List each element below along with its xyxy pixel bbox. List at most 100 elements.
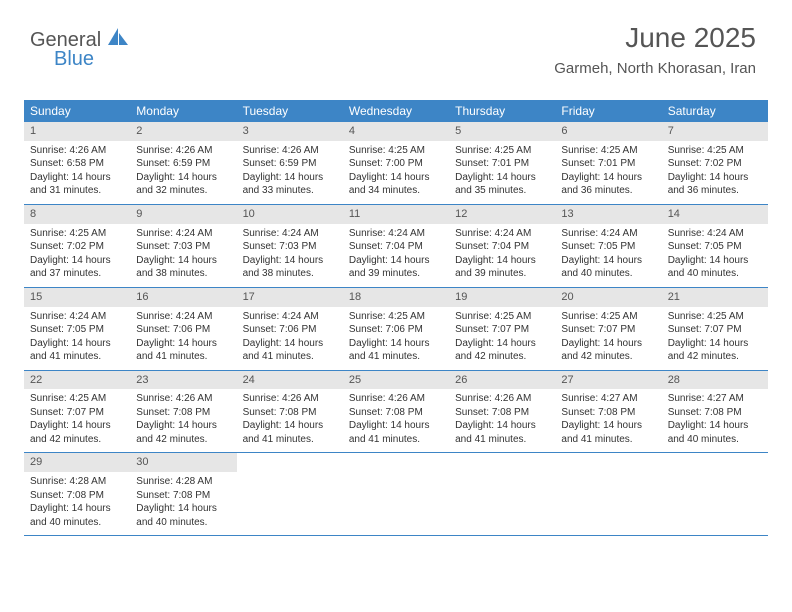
day-number: 3 bbox=[237, 122, 343, 141]
calendar-header-row: Sunday Monday Tuesday Wednesday Thursday… bbox=[24, 100, 768, 122]
day-cell: 21 Sunrise: 4:25 AMSunset: 7:07 PMDayligh… bbox=[662, 288, 768, 370]
logo-sail-icon bbox=[108, 28, 130, 51]
day-header-sunday: Sunday bbox=[24, 100, 130, 122]
day-cell: 14 Sunrise: 4:24 AMSunset: 7:05 PMDayligh… bbox=[662, 205, 768, 287]
day-cell: 4 Sunrise: 4:25 AMSunset: 7:00 PMDaylight… bbox=[343, 122, 449, 204]
day-number: 4 bbox=[343, 122, 449, 141]
day-number: 14 bbox=[662, 205, 768, 224]
day-details: Sunrise: 4:26 AMSunset: 7:08 PMDaylight:… bbox=[237, 392, 343, 446]
day-number: 2 bbox=[130, 122, 236, 141]
day-details: Sunrise: 4:24 AMSunset: 7:05 PMDaylight:… bbox=[662, 227, 768, 281]
day-cell: 3 Sunrise: 4:26 AMSunset: 6:59 PMDaylight… bbox=[237, 122, 343, 204]
day-cell: 6 Sunrise: 4:25 AMSunset: 7:01 PMDaylight… bbox=[555, 122, 661, 204]
day-number: 13 bbox=[555, 205, 661, 224]
location-text: Garmeh, North Khorasan, Iran bbox=[554, 60, 756, 77]
day-details: Sunrise: 4:24 AMSunset: 7:06 PMDaylight:… bbox=[130, 310, 236, 364]
day-details: Sunrise: 4:25 AMSunset: 7:00 PMDaylight:… bbox=[343, 144, 449, 198]
day-details: Sunrise: 4:26 AMSunset: 7:08 PMDaylight:… bbox=[449, 392, 555, 446]
day-number: 21 bbox=[662, 288, 768, 307]
day-cell: 24 Sunrise: 4:26 AMSunset: 7:08 PMDayligh… bbox=[237, 371, 343, 453]
header: June 2025 Garmeh, North Khorasan, Iran bbox=[554, 22, 756, 77]
day-details: Sunrise: 4:25 AMSunset: 7:07 PMDaylight:… bbox=[449, 310, 555, 364]
day-details: Sunrise: 4:25 AMSunset: 7:07 PMDaylight:… bbox=[24, 392, 130, 446]
day-details: Sunrise: 4:24 AMSunset: 7:06 PMDaylight:… bbox=[237, 310, 343, 364]
day-details: Sunrise: 4:24 AMSunset: 7:04 PMDaylight:… bbox=[343, 227, 449, 281]
week-row: 1 Sunrise: 4:26 AMSunset: 6:58 PMDaylight… bbox=[24, 122, 768, 205]
day-header-saturday: Saturday bbox=[662, 100, 768, 122]
day-details: Sunrise: 4:24 AMSunset: 7:05 PMDaylight:… bbox=[24, 310, 130, 364]
day-number: 7 bbox=[662, 122, 768, 141]
day-number: 19 bbox=[449, 288, 555, 307]
day-number: 5 bbox=[449, 122, 555, 141]
day-cell bbox=[237, 453, 343, 535]
day-number: 29 bbox=[24, 453, 130, 472]
day-cell: 5 Sunrise: 4:25 AMSunset: 7:01 PMDaylight… bbox=[449, 122, 555, 204]
logo-text-2: Blue bbox=[54, 48, 94, 70]
day-cell: 7 Sunrise: 4:25 AMSunset: 7:02 PMDaylight… bbox=[662, 122, 768, 204]
day-details: Sunrise: 4:25 AMSunset: 7:01 PMDaylight:… bbox=[449, 144, 555, 198]
day-details: Sunrise: 4:26 AMSunset: 6:58 PMDaylight:… bbox=[24, 144, 130, 198]
day-header-tuesday: Tuesday bbox=[237, 100, 343, 122]
day-header-monday: Monday bbox=[130, 100, 236, 122]
day-number: 11 bbox=[343, 205, 449, 224]
day-number: 26 bbox=[449, 371, 555, 390]
day-cell: 30 Sunrise: 4:28 AMSunset: 7:08 PMDayligh… bbox=[130, 453, 236, 535]
calendar-body: 1 Sunrise: 4:26 AMSunset: 6:58 PMDaylight… bbox=[24, 122, 768, 536]
day-number: 16 bbox=[130, 288, 236, 307]
day-details: Sunrise: 4:26 AMSunset: 7:08 PMDaylight:… bbox=[343, 392, 449, 446]
day-header-friday: Friday bbox=[555, 100, 661, 122]
day-header-wednesday: Wednesday bbox=[343, 100, 449, 122]
day-details: Sunrise: 4:27 AMSunset: 7:08 PMDaylight:… bbox=[555, 392, 661, 446]
day-number: 9 bbox=[130, 205, 236, 224]
day-cell: 17Sunrise: 4:24 AMSunset: 7:06 PMDayligh… bbox=[237, 288, 343, 370]
week-row: 8 Sunrise: 4:25 AMSunset: 7:02 PMDaylight… bbox=[24, 205, 768, 288]
day-cell bbox=[343, 453, 449, 535]
day-number: 30 bbox=[130, 453, 236, 472]
day-cell bbox=[662, 453, 768, 535]
day-details: Sunrise: 4:24 AMSunset: 7:05 PMDaylight:… bbox=[555, 227, 661, 281]
day-details: Sunrise: 4:25 AMSunset: 7:06 PMDaylight:… bbox=[343, 310, 449, 364]
day-number: 22 bbox=[24, 371, 130, 390]
day-cell: 12Sunrise: 4:24 AMSunset: 7:04 PMDayligh… bbox=[449, 205, 555, 287]
day-details: Sunrise: 4:26 AMSunset: 6:59 PMDaylight:… bbox=[130, 144, 236, 198]
day-cell: 25 Sunrise: 4:26 AMSunset: 7:08 PMDayligh… bbox=[343, 371, 449, 453]
logo: General Blue bbox=[30, 28, 130, 71]
day-number: 24 bbox=[237, 371, 343, 390]
day-cell: 11 Sunrise: 4:24 AMSunset: 7:04 PMDayligh… bbox=[343, 205, 449, 287]
day-cell: 18Sunrise: 4:25 AMSunset: 7:06 PMDayligh… bbox=[343, 288, 449, 370]
day-number: 27 bbox=[555, 371, 661, 390]
day-number: 15 bbox=[24, 288, 130, 307]
day-details: Sunrise: 4:25 AMSunset: 7:07 PMDaylight:… bbox=[555, 310, 661, 364]
day-details: Sunrise: 4:25 AMSunset: 7:02 PMDaylight:… bbox=[24, 227, 130, 281]
day-number: 23 bbox=[130, 371, 236, 390]
day-cell: 26 Sunrise: 4:26 AMSunset: 7:08 PMDayligh… bbox=[449, 371, 555, 453]
day-details: Sunrise: 4:25 AMSunset: 7:02 PMDaylight:… bbox=[662, 144, 768, 198]
day-cell bbox=[555, 453, 661, 535]
day-details: Sunrise: 4:25 AMSunset: 7:01 PMDaylight:… bbox=[555, 144, 661, 198]
day-details: Sunrise: 4:28 AMSunset: 7:08 PMDaylight:… bbox=[130, 475, 236, 529]
day-details: Sunrise: 4:27 AMSunset: 7:08 PMDaylight:… bbox=[662, 392, 768, 446]
day-number: 28 bbox=[662, 371, 768, 390]
day-cell: 10Sunrise: 4:24 AMSunset: 7:03 PMDayligh… bbox=[237, 205, 343, 287]
day-cell: 1 Sunrise: 4:26 AMSunset: 6:58 PMDaylight… bbox=[24, 122, 130, 204]
day-cell: 19 Sunrise: 4:25 AMSunset: 7:07 PMDayligh… bbox=[449, 288, 555, 370]
day-header-thursday: Thursday bbox=[449, 100, 555, 122]
day-details: Sunrise: 4:25 AMSunset: 7:07 PMDaylight:… bbox=[662, 310, 768, 364]
day-number: 6 bbox=[555, 122, 661, 141]
day-number: 25 bbox=[343, 371, 449, 390]
week-row: 29Sunrise: 4:28 AMSunset: 7:08 PMDayligh… bbox=[24, 453, 768, 536]
day-number: 20 bbox=[555, 288, 661, 307]
day-details: Sunrise: 4:24 AMSunset: 7:03 PMDaylight:… bbox=[237, 227, 343, 281]
day-cell: 2 Sunrise: 4:26 AMSunset: 6:59 PMDaylight… bbox=[130, 122, 236, 204]
day-cell: 16 Sunrise: 4:24 AMSunset: 7:06 PMDayligh… bbox=[130, 288, 236, 370]
day-cell: 22 Sunrise: 4:25 AMSunset: 7:07 PMDayligh… bbox=[24, 371, 130, 453]
day-number: 1 bbox=[24, 122, 130, 141]
day-cell: 13 Sunrise: 4:24 AMSunset: 7:05 PMDayligh… bbox=[555, 205, 661, 287]
day-details: Sunrise: 4:24 AMSunset: 7:03 PMDaylight:… bbox=[130, 227, 236, 281]
day-details: Sunrise: 4:24 AMSunset: 7:04 PMDaylight:… bbox=[449, 227, 555, 281]
day-cell: 9 Sunrise: 4:24 AMSunset: 7:03 PMDaylight… bbox=[130, 205, 236, 287]
day-details: Sunrise: 4:26 AMSunset: 6:59 PMDaylight:… bbox=[237, 144, 343, 198]
day-cell: 28 Sunrise: 4:27 AMSunset: 7:08 PMDayligh… bbox=[662, 371, 768, 453]
day-number: 8 bbox=[24, 205, 130, 224]
day-cell: 29Sunrise: 4:28 AMSunset: 7:08 PMDayligh… bbox=[24, 453, 130, 535]
